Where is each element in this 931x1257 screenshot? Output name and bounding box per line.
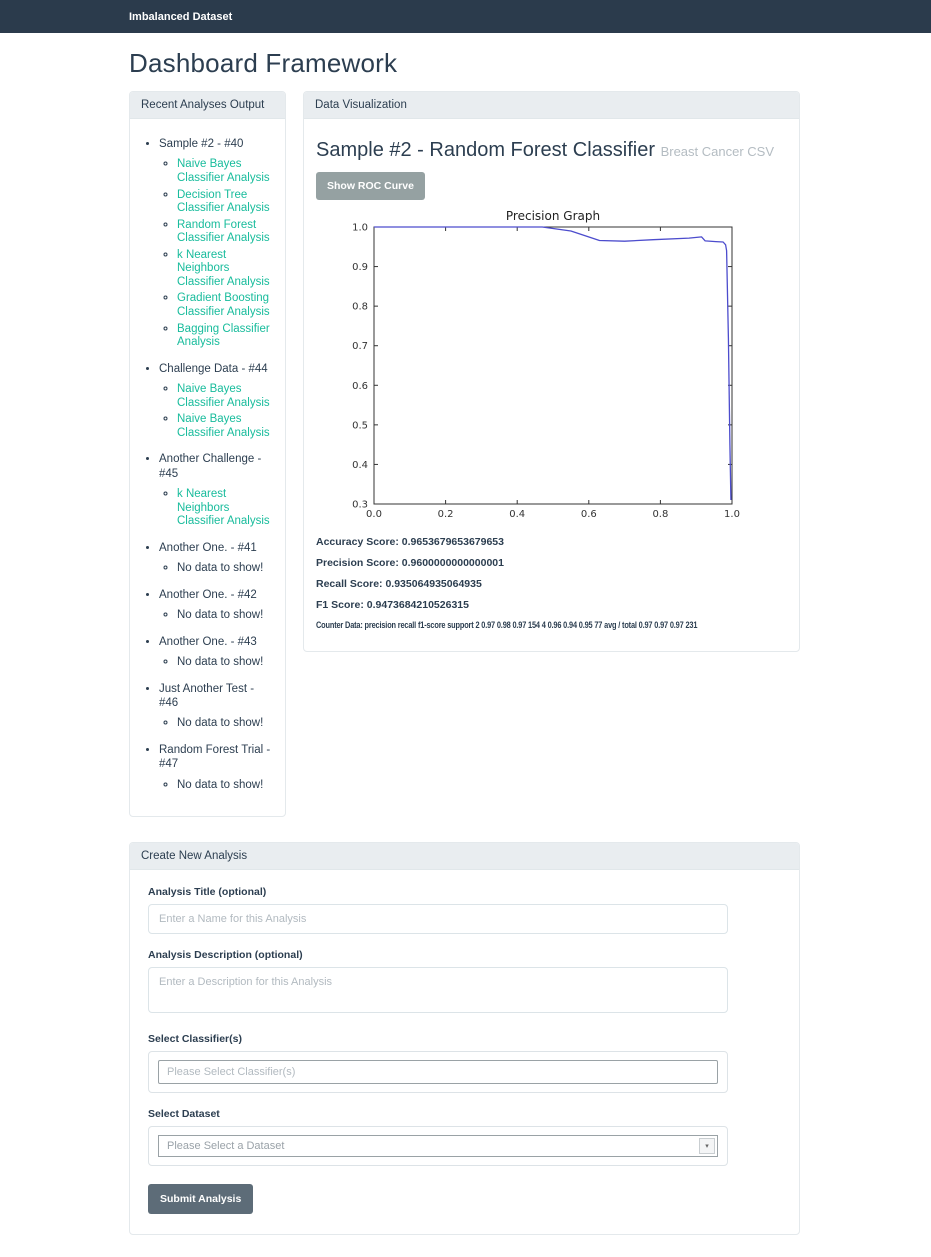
analysis-link-item: Random Forest Classifier Analysis [177,219,273,246]
metric-line: F1 Score: 0.9473684210526315 [316,599,469,611]
top-row: Recent Analyses Output Sample #2 - #40 Na… [129,91,800,818]
analysis-description-input[interactable] [148,967,728,1014]
analysis-group-name: Another One. - #43 [159,635,257,648]
analysis-group-name: Another One. - #42 [159,588,257,601]
analysis-group-name: Challenge Data - #44 [159,362,268,375]
svg-text:0.7: 0.7 [352,341,368,352]
svg-text:0.3: 0.3 [352,500,368,511]
metric-line: Accuracy Score: 0.9653679653679653 [316,536,504,548]
analysis-title-input[interactable] [148,904,728,935]
navbar: Imbalanced Dataset [0,0,931,33]
analysis-link-item: Gradient Boosting Classifier Analysis [177,292,273,319]
analysis-link-item: Decision Tree Classifier Analysis [177,189,273,216]
analysis-description-label: Analysis Description (optional) [148,949,303,962]
analysis-group-name: Sample #2 - #40 [159,138,244,150]
show-roc-curve-button[interactable]: Show ROC Curve [316,172,425,200]
select-classifiers-label: Select Classifier(s) [148,1033,242,1046]
classifier-multiselect [148,1051,728,1094]
svg-text:0.0: 0.0 [366,509,382,520]
dropdown-arrow-icon[interactable]: ▾ [699,1138,715,1155]
svg-text:0.2: 0.2 [437,509,453,520]
analysis-group-name: Another One. - #41 [159,541,257,554]
analyses-list: Sample #2 - #40 Naive Bayes Classifier An… [142,137,273,792]
analysis-group-name: Just Another Test - #46 [159,682,255,709]
analysis-link-item: Bagging Classifier Analysis [177,323,273,350]
no-data-message: No data to show! [177,779,273,793]
navbar-brand[interactable]: Imbalanced Dataset [129,10,233,23]
svg-text:0.4: 0.4 [509,509,525,520]
analysis-group: Another One. - #41 No data to show! [159,541,273,576]
dataset-select-wrap: Please Select a Dataset ▾ [148,1126,728,1167]
create-analysis-header: Create New Analysis [130,843,799,871]
metrics-list: Accuracy Score: 0.9653679653679653 Precis… [316,536,787,630]
metric-line: Recall Score: 0.935064935064935 [316,578,482,590]
analysis-title-label: Analysis Title (optional) [148,886,267,899]
data-visualization-panel: Data Visualization Sample #2 - Random Fo… [303,91,800,652]
analysis-group-name: Another Challenge - #45 [159,453,262,480]
recent-analyses-header: Recent Analyses Output [130,92,285,119]
analysis-group: Sample #2 - #40 Naive Bayes Classifier An… [159,137,273,350]
no-data-message: No data to show! [177,562,273,576]
svg-text:0.8: 0.8 [352,302,368,313]
svg-text:0.4: 0.4 [352,460,368,471]
svg-text:Precision Graph: Precision Graph [505,210,599,223]
select-dataset-label: Select Dataset [148,1108,220,1121]
analysis-title-group: Analysis Title (optional) [148,886,728,935]
svg-text:0.6: 0.6 [580,509,596,520]
dataset-name-label: Breast Cancer CSV [660,144,775,159]
analysis-group: Random Forest Trial - #47 No data to show… [159,743,273,792]
svg-text:0.5: 0.5 [352,420,368,431]
analysis-group: Challenge Data - #44 Naive Bayes Classifi… [159,362,273,441]
analysis-group: Just Another Test - #46 No data to show! [159,682,273,731]
analysis-link[interactable]: Naive Bayes Classifier Analysis [177,413,270,439]
page-title: Dashboard Framework [129,48,398,78]
analysis-link-item: k Nearest Neighbors Classifier Analysis [177,488,273,529]
precision-graph-chart: Precision Graph 0.0 0.2 0.4 0.6 0.8 1.0 0.3 0.4 0… [337,209,767,530]
analysis-group-name: Random Forest Trial - #47 [159,743,271,771]
analysis-link[interactable]: Naive Bayes Classifier Analysis [177,158,270,184]
submit-analysis-button[interactable]: Submit Analysis [148,1184,254,1215]
analysis-link-item: Naive Bayes Classifier Analysis [177,158,273,185]
no-data-message: No data to show! [177,609,273,623]
svg-text:0.9: 0.9 [352,262,368,273]
analysis-group: Another One. - #42 No data to show! [159,588,273,623]
recent-analyses-panel: Recent Analyses Output Sample #2 - #40 Na… [129,91,286,818]
classifier-search-input[interactable] [158,1060,718,1085]
analysis-link[interactable]: Random Forest Classifier Analysis [177,218,270,245]
analysis-link[interactable]: Gradient Boosting Classifier Analysis [177,292,270,318]
analysis-link[interactable]: k Nearest Neighbors Classifier Analysis [177,248,270,288]
analysis-group: Another One. - #43 No data to show! [159,635,273,670]
svg-text:1.0: 1.0 [352,223,368,234]
svg-text:1.0: 1.0 [724,509,740,520]
analysis-link-item: Naive Bayes Classifier Analysis [177,383,273,410]
select-classifiers-group: Select Classifier(s) [148,1033,728,1094]
svg-text:0.8: 0.8 [652,509,668,520]
analysis-link-item: Naive Bayes Classifier Analysis [177,413,273,440]
svg-text:0.6: 0.6 [352,381,368,392]
create-analysis-panel: Create New Analysis Analysis Title (opti… [129,842,800,1236]
dataset-select-value: Please Select a Dataset [167,1140,285,1153]
analysis-link[interactable]: Decision Tree Classifier Analysis [177,188,270,215]
dataset-select[interactable]: Please Select a Dataset ▾ [158,1135,718,1158]
analysis-link-item: k Nearest Neighbors Classifier Analysis [177,249,273,290]
analysis-group: Another Challenge - #45 k Nearest Neighbo… [159,452,273,528]
analysis-result-title-text: Sample #2 - Random Forest Classifier [316,139,656,161]
analysis-link[interactable]: Naive Bayes Classifier Analysis [177,383,270,409]
metric-line: Precision Score: 0.9600000000000001 [316,557,504,569]
precision-graph-svg: Precision Graph 0.0 0.2 0.4 0.6 0.8 1.0 0.3 0.4 0… [352,209,740,520]
select-dataset-group: Select Dataset Please Select a Dataset ▾ [148,1108,728,1167]
metric-line: Counter Data: precision recall f1-score … [316,620,698,630]
analysis-result-title: Sample #2 - Random Forest Classifier Bre… [316,139,787,162]
no-data-message: No data to show! [177,656,273,670]
analysis-link[interactable]: k Nearest Neighbors Classifier Analysis [177,488,270,528]
no-data-message: No data to show! [177,717,273,731]
analysis-link[interactable]: Bagging Classifier Analysis [177,322,270,349]
data-visualization-header: Data Visualization [304,92,799,119]
